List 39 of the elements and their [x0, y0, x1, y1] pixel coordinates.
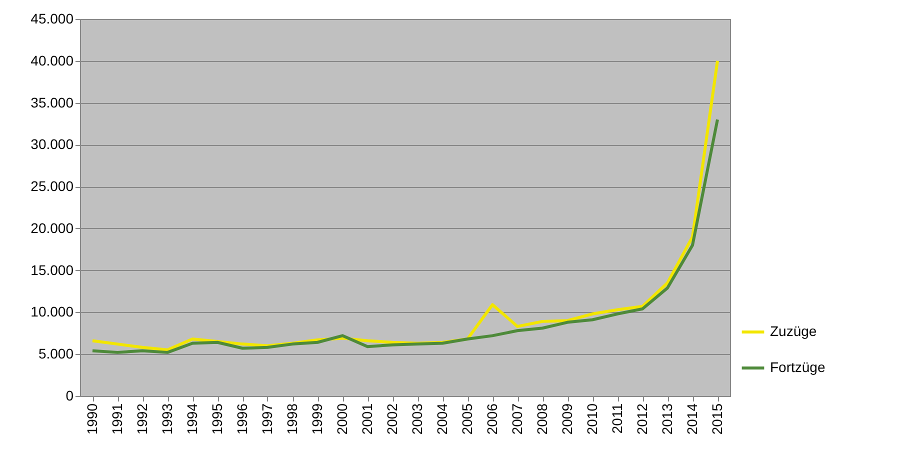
x-tick-label: 1999: [309, 403, 325, 435]
y-tick-label: 10.000: [30, 304, 74, 320]
y-tick-label: 30.000: [30, 136, 74, 152]
legend-label: Fortzüge: [770, 359, 826, 375]
x-tick-label: 2012: [634, 403, 650, 435]
x-tick-label: 2008: [534, 403, 550, 435]
x-tick-label: 2010: [584, 403, 600, 435]
x-tick-label: 2002: [384, 403, 400, 435]
y-tick-label: 20.000: [30, 220, 74, 236]
x-tick-label: 2014: [684, 403, 700, 435]
x-tick-label: 2001: [359, 403, 375, 435]
x-tick-label: 1991: [109, 403, 125, 435]
y-tick-label: 35.000: [30, 94, 74, 110]
x-tick-label: 1992: [134, 403, 150, 435]
x-tick-label: 2013: [659, 403, 675, 435]
y-tick-label: 25.000: [30, 178, 74, 194]
x-tick-label: 1997: [259, 403, 275, 435]
x-tick-label: 2015: [709, 403, 725, 435]
x-tick-label: 2007: [509, 403, 525, 435]
y-tick-label: 40.000: [30, 52, 74, 68]
x-tick-label: 1995: [209, 403, 225, 435]
x-tick-label: 2003: [409, 403, 425, 435]
x-tick-label: 2004: [434, 403, 450, 435]
x-tick-label: 2000: [334, 403, 350, 435]
x-tick-label: 2011: [609, 403, 625, 434]
x-tick-label: 1996: [234, 403, 250, 435]
legend-label: Zuzüge: [770, 323, 817, 339]
line-series: [91, 118, 719, 354]
x-tick-label: 1994: [184, 403, 200, 435]
y-tick-label: 0: [66, 388, 74, 404]
y-tick-label: 5.000: [38, 346, 74, 362]
y-tick-label: 15.000: [30, 262, 74, 278]
x-tick-label: 1990: [84, 403, 100, 435]
x-tick-label: 1998: [284, 403, 300, 435]
x-tick-label: 1993: [159, 403, 175, 435]
y-tick-label: 45.000: [30, 10, 74, 26]
x-tick-label: 2005: [459, 403, 475, 435]
x-tick-label: 2006: [484, 403, 500, 435]
x-tick-label: 2009: [559, 403, 575, 435]
